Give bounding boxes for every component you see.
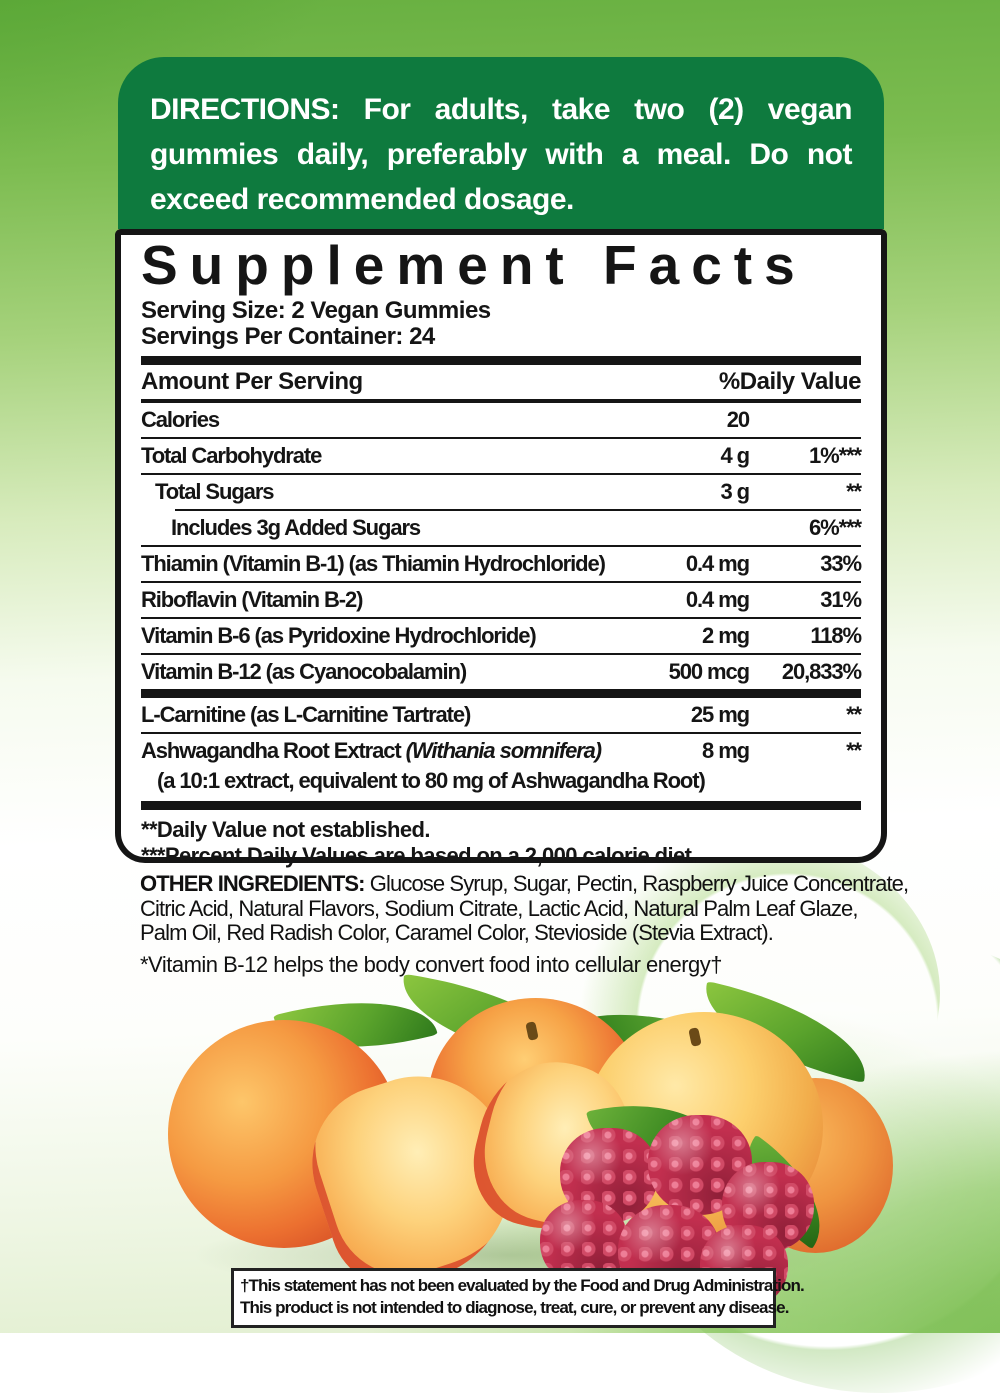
- daily-value-header: %Daily Value: [718, 368, 862, 395]
- nutrient-dv: 6%***: [809, 515, 862, 540]
- nutrient-dv: 33%: [820, 551, 862, 576]
- other-ingredients-line: Palm Oil, Red Radish Color, Caramel Colo…: [140, 920, 774, 945]
- botanical-name: (Withania somnifera): [405, 738, 602, 763]
- nutrient-amount: 0.4 mg: [685, 587, 750, 612]
- nutrient-dv: 31%: [820, 587, 862, 612]
- footnote-percent: ***Percent Daily Values are based on a 2…: [141, 843, 697, 868]
- nutrient-dv: **: [846, 702, 862, 727]
- nutrient-name: L-Carnitine (as L-Carnitine Tartrate): [141, 702, 471, 727]
- disclaimer-line: †This statement has not been evaluated b…: [240, 1276, 805, 1295]
- row-divider: [141, 581, 861, 583]
- nutrient-name: Includes 3g Added Sugars: [171, 515, 421, 540]
- row-divider: [141, 545, 861, 547]
- nutrient-name: Total Carbohydrate: [141, 443, 322, 468]
- table-row: Ashwagandha Root Extract (Withania somni…: [141, 734, 862, 801]
- row-divider: [141, 437, 861, 439]
- servings-per-container: Servings Per Container: 24: [141, 323, 435, 350]
- nutrient-name: Thiamin (Vitamin B-1) (as Thiamin Hydroc…: [141, 551, 606, 576]
- nutrient-name: Ashwagandha Root Extract (Withania somni…: [141, 738, 602, 763]
- thick-divider: [141, 801, 861, 810]
- nutrient-name: Total Sugars: [155, 479, 275, 504]
- nutrient-amount: 2 mg: [702, 623, 750, 648]
- other-ingredients: OTHER INGREDIENTS: Glucose Syrup, Sugar,…: [140, 871, 909, 946]
- nutrient-amount: 8 mg: [702, 738, 750, 763]
- nutrient-dv: **: [846, 738, 862, 763]
- serving-size: Serving Size: 2 Vegan Gummies: [141, 297, 491, 324]
- table-row: Includes 3g Added Sugars 6%***: [141, 511, 862, 545]
- other-ingredients-text: Glucose Syrup, Sugar, Pectin, Raspberry …: [364, 871, 909, 896]
- footnotes: **Daily Value not established. ***Percen…: [141, 817, 861, 869]
- nutrient-dv: 1%***: [809, 443, 862, 468]
- b12-benefit-note: *Vitamin B-12 helps the body convert foo…: [140, 952, 723, 977]
- nutrient-amount: 0.4 mg: [685, 551, 750, 576]
- nutrient-dv: **: [846, 479, 862, 504]
- directions-box: DIRECTIONS: For adults, take two (2) veg…: [118, 57, 884, 229]
- nutrient-name: Vitamin B-12 (as Cyanocobalamin): [141, 659, 467, 684]
- disclaimer-line: This product is not intended to diagnose…: [240, 1298, 789, 1317]
- nutrient-amount: 20: [726, 407, 750, 432]
- table-row-main: Ashwagandha Root Extract (Withania somni…: [141, 734, 862, 768]
- nutrient-amount: 25 mg: [690, 702, 750, 727]
- row-divider: [141, 617, 861, 619]
- nutrient-amount: 500 mcg: [668, 659, 750, 684]
- other-ingredients-line: Citric Acid, Natural Flavors, Sodium Cit…: [140, 895, 859, 921]
- row-divider: [175, 509, 861, 511]
- row-divider: [141, 473, 861, 475]
- table-row: Calories 20: [141, 403, 861, 437]
- supplement-facts-panel: Supplement Facts Serving Size: 2 Vegan G…: [115, 229, 887, 868]
- nutrient-name: Vitamin B-6 (as Pyridoxine Hydrochloride…: [141, 623, 537, 648]
- fda-disclaimer-box: †This statement has not been evaluated b…: [231, 1268, 805, 1328]
- nutrient-subline: (a 10:1 extract, equivalent to 80 mg of …: [157, 768, 706, 793]
- thick-divider: [141, 689, 861, 698]
- amount-per-serving-header: Amount Per Serving: [141, 368, 363, 395]
- row-divider: [141, 732, 861, 734]
- table-row: L-Carnitine (as L-Carnitine Tartrate) 25…: [141, 698, 862, 732]
- footnote-dv: **Daily Value not established.: [141, 817, 430, 842]
- table-row: Total Sugars 3 g **: [141, 475, 862, 509]
- medium-divider: [141, 399, 861, 403]
- directions-text: DIRECTIONS: For adults, take two (2) veg…: [150, 93, 853, 216]
- nutrient-amount: 4 g: [720, 443, 751, 468]
- panel-title: Supplement Facts: [141, 234, 807, 296]
- nutrient-amount: 3 g: [720, 479, 751, 504]
- row-divider: [141, 653, 861, 655]
- thick-divider: [141, 356, 861, 365]
- table-row: Vitamin B-6 (as Pyridoxine Hydrochloride…: [141, 619, 862, 653]
- nutrient-dv: 118%: [810, 623, 862, 648]
- other-ingredients-line: OTHER INGREDIENTS: Glucose Syrup, Sugar,…: [140, 871, 909, 897]
- nutrient-name: Riboflavin (Vitamin B-2): [141, 587, 363, 612]
- table-row: Riboflavin (Vitamin B-2) 0.4 mg 31%: [141, 583, 862, 617]
- table-row: Total Carbohydrate 4 g 1%***: [141, 439, 862, 473]
- table-row: Vitamin B-12 (as Cyanocobalamin) 500 mcg…: [141, 655, 862, 689]
- table-row: Thiamin (Vitamin B-1) (as Thiamin Hydroc…: [141, 547, 862, 581]
- other-ingredients-label: OTHER INGREDIENTS:: [140, 871, 365, 896]
- nutrient-dv: 20,833%: [781, 659, 862, 684]
- nutrient-name: Calories: [141, 407, 220, 432]
- table-header: Amount Per Serving %Daily Value: [141, 365, 862, 399]
